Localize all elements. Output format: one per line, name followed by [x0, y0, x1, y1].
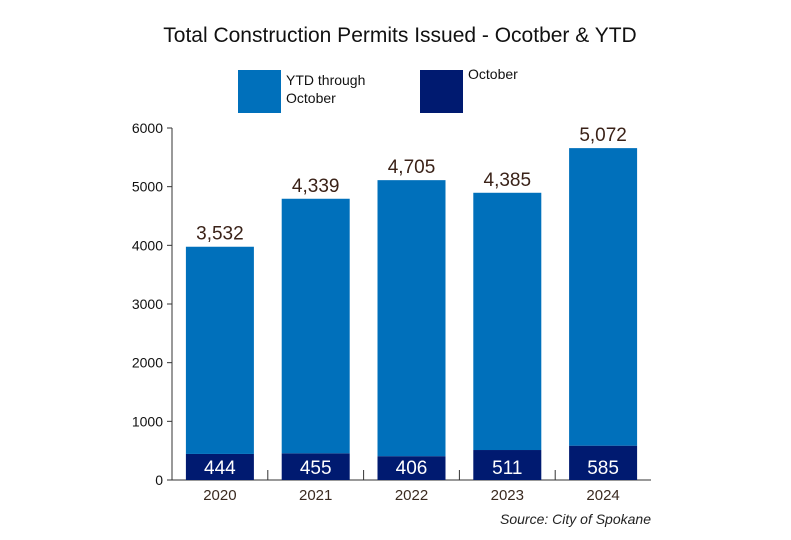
y-tick-label: 0 [155, 472, 163, 488]
data-label-october-2023: 511 [492, 458, 522, 479]
bar-october-2020 [185, 453, 254, 480]
data-label-ytd-2022: 4,705 [388, 157, 436, 178]
bar-october-2022 [377, 456, 446, 480]
x-tick-label: 2023 [491, 487, 524, 504]
y-tick-label: 6000 [132, 120, 163, 136]
data-label-october-2024: 585 [587, 458, 619, 479]
legend-label-ytd-line2: October [286, 90, 336, 106]
y-tick-label: 5000 [132, 179, 163, 195]
bar-ytd-2022 [377, 180, 446, 457]
chart-title: Total Construction Permits Issued - Ocot… [163, 24, 636, 47]
legend-label-october: October [468, 66, 518, 82]
bar-ytd-2024 [569, 148, 638, 446]
data-label-ytd-2024: 5,072 [579, 125, 627, 146]
y-tick-label: 2000 [132, 355, 163, 371]
data-label-ytd-2020: 3,532 [196, 224, 244, 245]
data-label-ytd-2023: 4,385 [484, 170, 532, 191]
bar-october-2023 [473, 450, 542, 480]
bar-ytd-2023 [473, 192, 542, 451]
bar-october-2021 [281, 453, 350, 480]
y-tick-label: 3000 [132, 296, 163, 312]
x-tick-label: 2022 [395, 487, 428, 504]
x-tick-label: 2024 [586, 487, 619, 504]
y-tick-label: 4000 [132, 237, 163, 253]
source-note: Source: City of Spokane [500, 511, 651, 527]
data-label-october-2022: 406 [396, 458, 428, 479]
y-tick-label: 1000 [132, 413, 163, 429]
legend-swatch-october [420, 70, 463, 113]
legend: YTD through October October [238, 66, 518, 113]
bar-ytd-2020 [185, 246, 254, 454]
x-tick-label: 2021 [299, 487, 332, 504]
x-tick-label: 2020 [203, 487, 236, 504]
data-label-october-2021: 455 [300, 458, 332, 479]
bar-ytd-2021 [281, 198, 350, 454]
legend-label-ytd-line1: YTD through [286, 72, 365, 88]
data-label-ytd-2021: 4,339 [292, 176, 340, 197]
data-label-october-2020: 444 [204, 458, 236, 479]
legend-swatch-ytd [238, 70, 281, 113]
bar-october-2024 [569, 445, 638, 480]
